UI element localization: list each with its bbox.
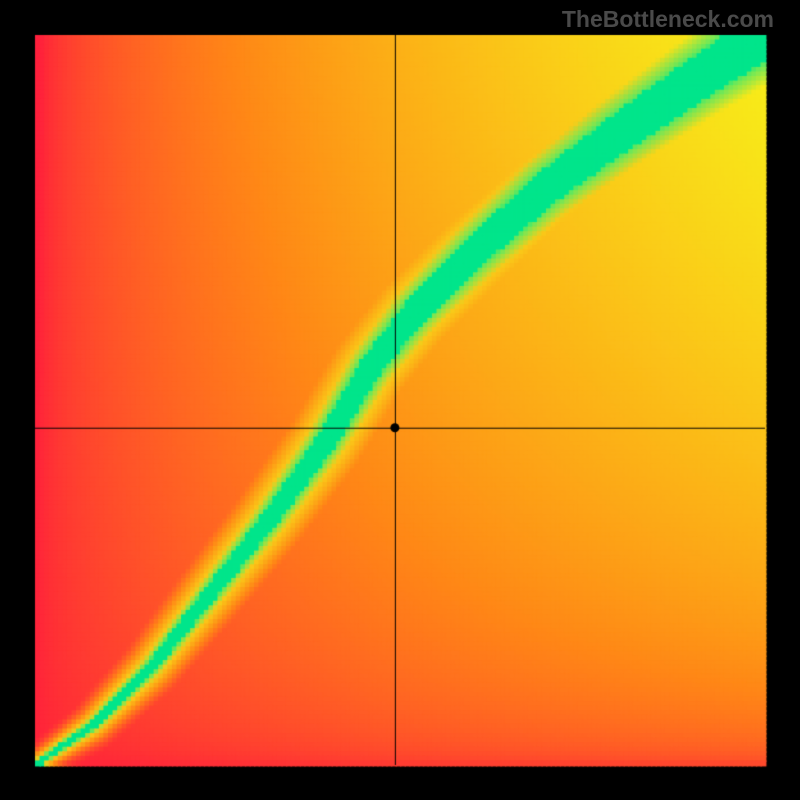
bottleneck-heatmap [0,0,800,800]
